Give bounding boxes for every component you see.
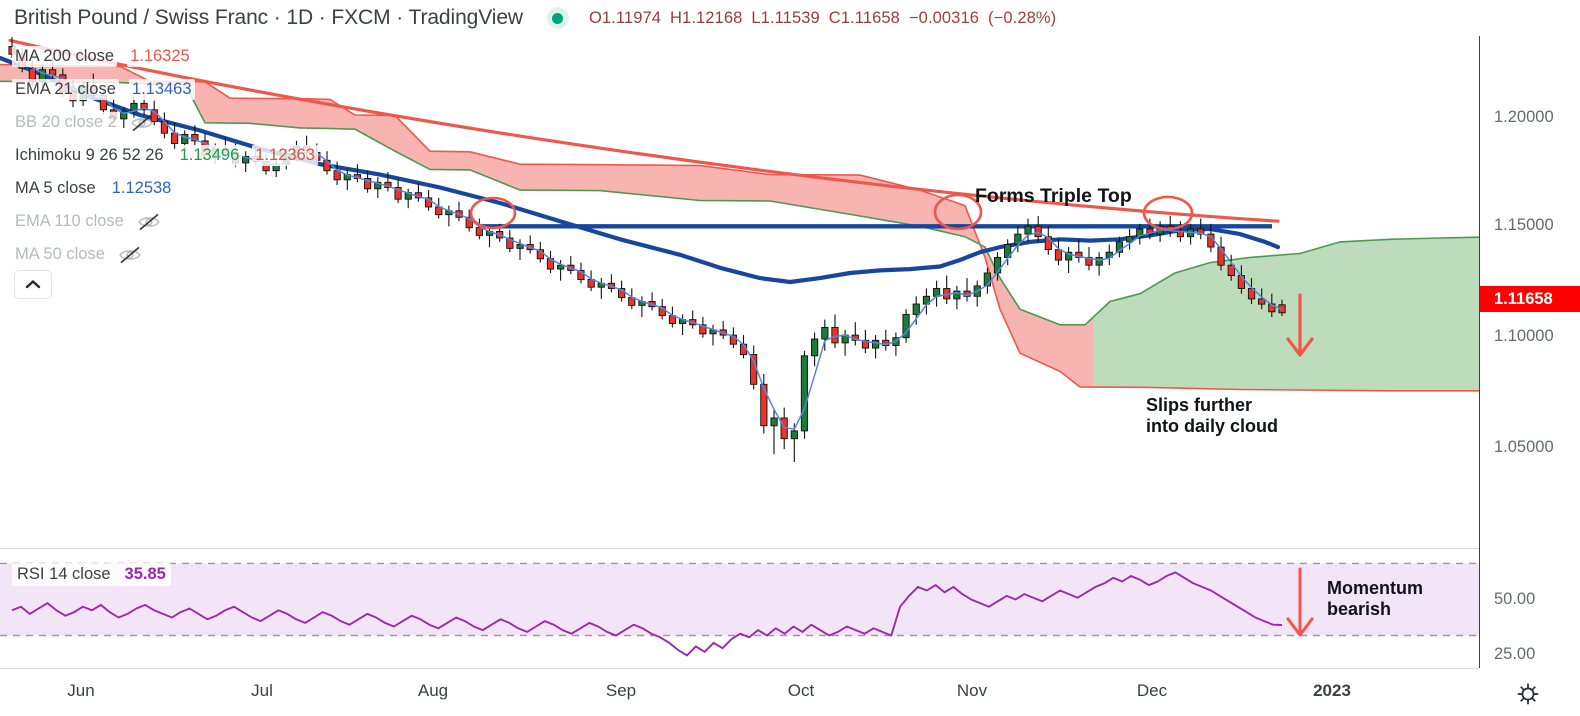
legend-item-ma-200-close[interactable]: MA 200 close 1.16325 <box>12 44 318 69</box>
price-axis-label: 1.10000 <box>1494 327 1554 345</box>
ma-200-line <box>8 38 1280 223</box>
market-open-dot-icon <box>546 7 569 29</box>
legend-item-ichimoku-9-26-52-26[interactable]: Ichimoku 9 26 52 26 1.13496 1.12363 <box>12 143 318 168</box>
ichimoku-span-a <box>0 63 1479 392</box>
time-axis-label: Nov <box>956 681 988 700</box>
current-price-tag: 1.11658 <box>1480 286 1580 312</box>
annotation-arrow-down-price <box>1286 293 1314 357</box>
ohlc-close: C1.11658 <box>828 8 900 27</box>
ohlc-low: L1.11539 <box>751 8 820 27</box>
legend-item-label: MA 200 close <box>12 46 118 67</box>
ohlc-open: O1.11974 <box>588 8 662 27</box>
legend-item-ema-110-close[interactable]: EMA 110 close <box>12 209 318 234</box>
ohlc-change: −0.00316 <box>908 8 980 27</box>
ohlc-change-percent: (−0.28%) <box>988 8 1057 27</box>
price-pane[interactable] <box>0 36 1479 548</box>
time-axis-label: Sep <box>605 681 637 700</box>
time-axis-label: 2023 <box>1313 681 1351 700</box>
gear-icon-glyph <box>1517 683 1539 705</box>
legend-item-ema-21-close[interactable]: EMA 21 close 1.13463 <box>12 77 318 102</box>
legend-item-label: MA 50 close <box>12 244 108 265</box>
time-axis-label: Oct <box>787 681 815 700</box>
time-axis[interactable]: Jun Jul Aug Sep Oct Nov Dec 2023 <box>0 669 1479 716</box>
triple-top-circle-1 <box>469 196 517 230</box>
triple-top-circle-2 <box>933 193 983 231</box>
rsi-pane[interactable]: RSI 14 close 35.85 <box>0 549 1479 668</box>
legend-item-value: 1.16325 <box>127 46 193 67</box>
legend-item-ma-5-close[interactable]: MA 5 close 1.12538 <box>12 176 318 201</box>
chevron-up-icon <box>25 280 41 289</box>
symbol-title[interactable]: British Pound / Swiss Franc · 1D · FXCM … <box>14 6 523 29</box>
hidden-eye-icon <box>119 246 141 263</box>
legend-item-value: 1.13496 <box>176 145 243 166</box>
legend-item-rsi-14-close[interactable]: RSI 14 close 35.85 <box>12 563 171 586</box>
legend-item-value: 1.13463 <box>128 79 195 100</box>
legend-item-bb-20-close-2[interactable]: BB 20 close 2 <box>12 110 318 135</box>
legend-item-value: 35.85 <box>124 565 166 583</box>
legend-item-label: EMA 110 close <box>12 211 127 232</box>
ohlc-values: O1.11974 H1.12168 L1.11539 C1.11658 −0.00316… <box>589 9 1065 28</box>
time-axis-label: Aug <box>417 681 449 700</box>
pane-divider-price-rsi[interactable] <box>0 548 1580 549</box>
chart-header: British Pound / Swiss Franc · 1D · FXCM … <box>0 0 1580 36</box>
legend-item-value: 1.12538 <box>108 178 175 199</box>
legend-item-label: BB 20 close 2 <box>12 112 120 133</box>
axis-corner <box>1479 668 1580 716</box>
rsi-axis-label: 50.00 <box>1494 590 1536 608</box>
triple-top-circle-3 <box>1142 195 1194 231</box>
annotation-arrow-down-rsi <box>1286 567 1314 637</box>
collapse-legend-button[interactable] <box>14 270 52 299</box>
time-axis-label: Jun <box>67 681 95 700</box>
gear-icon[interactable] <box>1515 681 1541 707</box>
indicator-legend: MA 200 close 1.16325 EMA 21 close 1.13463 BB… <box>12 44 318 275</box>
rsi-axis-label: 25.00 <box>1494 645 1536 663</box>
time-axis-label: Jul <box>251 681 273 700</box>
rsi-chart-canvas <box>0 562 1479 657</box>
ichimoku-cloud-bullish <box>1093 237 1479 391</box>
hidden-eye-icon <box>130 114 153 131</box>
legend-item-label: Ichimoku 9 26 52 26 <box>12 145 167 166</box>
hidden-eye-icon <box>138 213 160 230</box>
legend-item-label: RSI 14 close <box>17 565 111 583</box>
legend-item-ma-50-close[interactable]: MA 50 close <box>12 242 318 267</box>
rsi-band <box>0 563 1479 636</box>
legend-item-label: EMA 21 close <box>12 79 119 100</box>
price-axis-label: 1.15000 <box>1494 216 1554 234</box>
legend-item-label: MA 5 close <box>12 178 99 199</box>
pane-divider-rsi-timeaxis <box>0 668 1580 669</box>
ohlc-high: H1.12168 <box>670 8 743 27</box>
price-axis[interactable]: CHF 1.20000 1.15000 1.10000 1.05000 1.11… <box>1479 0 1580 668</box>
rsi-line <box>11 571 1283 657</box>
time-axis-label: Dec <box>1136 681 1168 700</box>
price-axis-label: 1.20000 <box>1494 108 1554 126</box>
legend-item-value-secondary: 1.12363 <box>252 145 318 166</box>
price-axis-label: 1.05000 <box>1494 438 1554 456</box>
